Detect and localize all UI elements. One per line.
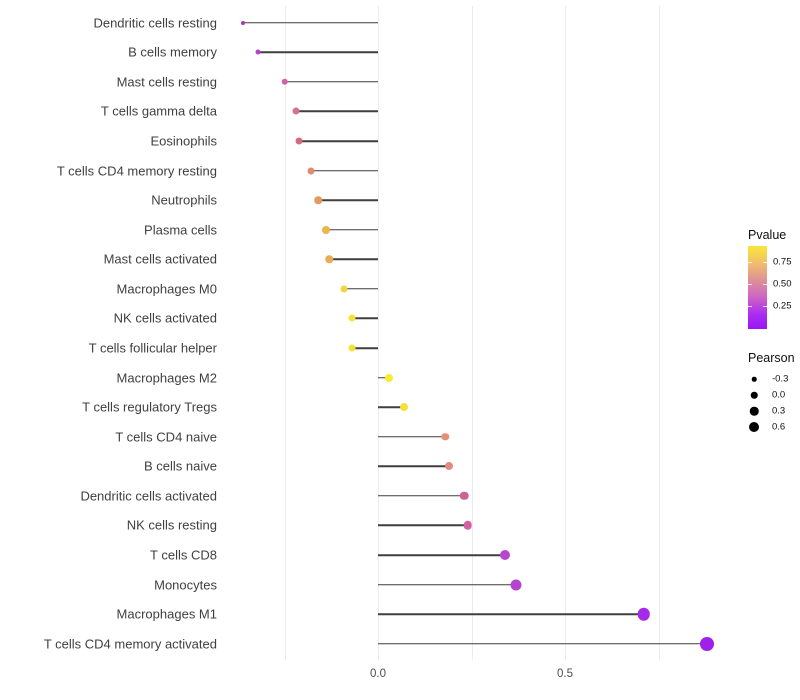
x-axis-tick-label: 0.0 [370,668,386,680]
lollipop-dot [510,579,522,591]
legend-pearson-title: Pearson [748,351,795,365]
y-axis-label: Macrophages M1 [116,606,217,622]
colorbar-tick-label: 0.75 [773,256,792,268]
gridline [284,6,286,660]
lollipop-dot [340,285,348,293]
y-axis-label: T cells CD4 naive [115,429,217,445]
lollipop-dot [500,550,511,561]
lollipop-segment [378,524,468,527]
y-axis-label: NK cells activated [113,310,217,326]
lollipop-segment [344,288,378,290]
lollipop-segment [378,583,517,586]
lollipop-dot [463,521,472,530]
y-axis-label: Macrophages M2 [116,370,217,386]
y-axis-label: T cells follicular helper [88,340,217,356]
y-axis-label: B cells memory [128,44,217,60]
colorbar-tick [763,284,767,285]
lollipop-dot [441,433,450,441]
lollipop-segment [378,465,450,468]
y-axis-label: Eosinophils [150,133,218,149]
y-axis-label: Monocytes [154,577,217,593]
y-axis-label: T cells gamma delta [100,103,217,119]
colorbar-tick-label: 0.50 [773,278,792,290]
size-legend-label: 0.3 [772,405,786,417]
pvalue-colorbar [748,246,767,329]
lollipop-segment [351,317,378,320]
lollipop-segment [295,110,378,113]
lollipop-segment [284,81,378,83]
y-axis-label: Dendritic cells resting [93,15,217,31]
lollipop-dot [700,636,715,651]
lollipop-dot [314,196,322,204]
lollipop-dot [348,344,356,352]
lollipop-dot [321,225,330,234]
lollipop-dot [637,607,650,621]
lollipop-dot [325,255,334,264]
lollipop-segment [378,495,465,497]
lollipop-segment [299,140,378,142]
lollipop-segment [329,258,378,261]
lollipop-segment [258,51,378,54]
lollipop-segment [351,347,378,349]
lollipop-dot [255,49,261,55]
lollipop-dot [295,137,303,145]
x-axis-tick-label: 0.5 [557,668,573,680]
y-axis-label: T cells CD4 memory activated [43,636,217,652]
y-axis-label: T cells CD4 memory resting [56,163,217,179]
y-axis-label: NK cells resting [126,517,217,533]
size-legend-dot [749,406,759,416]
lollipop-segment [378,554,506,556]
colorbar-tick [748,262,752,263]
lollipop-segment [318,199,378,201]
y-axis-label: Mast cells resting [116,74,217,90]
lollipop-dot [459,491,469,501]
lollipop-dot [292,107,300,115]
y-axis-label: Neutrophils [151,192,217,208]
size-legend-label: -0.3 [772,373,789,385]
y-axis-label: B cells naive [144,458,217,474]
lollipop-dot [348,314,356,322]
y-axis-label: T cells CD8 [150,547,217,563]
lollipop-dot [241,20,246,25]
lollipop-dot [445,462,454,471]
size-legend-label: 0.0 [772,389,786,401]
lollipop-dot [281,78,288,86]
lollipop-dot [385,373,394,382]
y-axis-label: Plasma cells [144,222,217,238]
lollipop-segment [378,376,390,379]
size-legend-dot [751,376,757,382]
size-legend-label: 0.6 [772,421,786,433]
lollipop-segment [325,228,378,231]
lollipop-segment [378,643,708,645]
lollipop-segment [310,169,378,172]
lollipop-segment [378,436,446,438]
lollipop-dot [307,167,315,175]
size-legend-dot [750,391,758,399]
legend-pvalue-title: Pvalue [748,228,787,242]
colorbar-tick [763,306,767,307]
gridline [378,6,379,660]
y-axis-label: Mast cells activated [103,251,217,267]
gridline [658,6,660,660]
y-axis-label: Macrophages M0 [116,281,217,297]
gridline [471,6,473,660]
colorbar-tick-label: 0.25 [773,300,792,312]
lollipop-segment [243,21,378,24]
size-legend-dot [749,422,759,432]
gridline [565,6,566,660]
lollipop-segment [378,406,405,408]
y-axis-label: T cells regulatory Tregs [82,399,217,415]
lollipop-segment [378,613,644,615]
y-axis-label: Dendritic cells activated [80,488,217,504]
colorbar-tick [748,306,752,307]
colorbar-tick [748,284,752,285]
lollipop-dot [400,403,409,412]
colorbar-tick [763,262,767,263]
